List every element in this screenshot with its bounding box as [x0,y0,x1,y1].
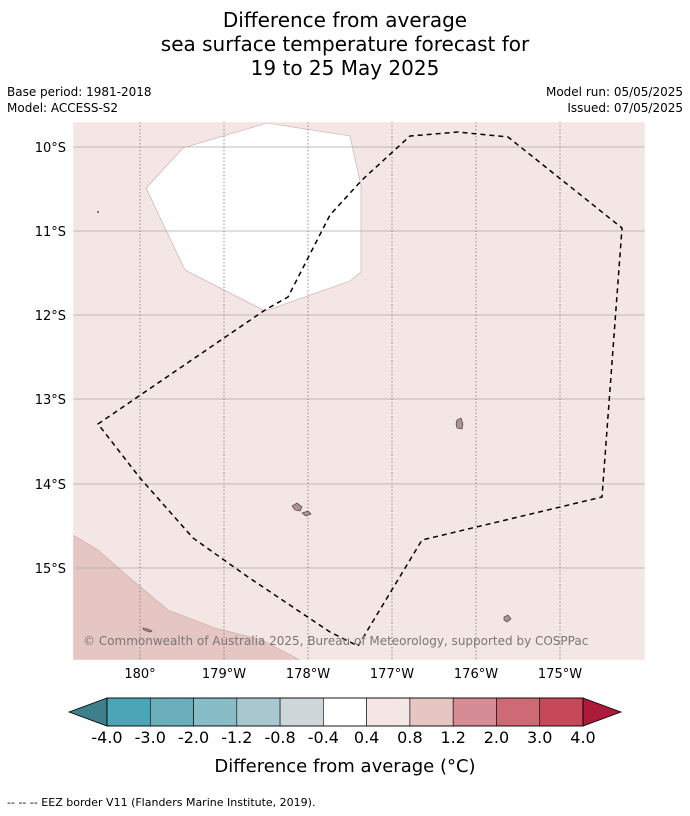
colorbar-segment [279,697,324,727]
lon-label: 175°W [538,667,582,682]
copyright-text: © Commonwealth of Australia 2025, Bureau… [83,634,588,648]
lat-label: 11°S [35,225,66,240]
eez-footnote: -- -- -- EEZ border V11 (Flanders Marine… [7,796,316,809]
island-2 [291,502,303,512]
title-line-1: Difference from average [222,8,468,32]
colorbar-segment [323,697,367,727]
lon-label: 178°W [286,667,330,682]
islands [97,211,512,633]
colorbar-tick-label: 0.8 [397,728,422,747]
lat-label: 10°S [35,141,66,156]
island-4 [503,614,512,623]
neutral-anomaly-region [145,122,362,312]
model-run-label: Model run: 05/05/2025 [545,85,683,99]
meta-left: Base period: 1981-2018 Model: ACCESS-S2 [7,84,152,116]
map-frame [72,121,646,661]
latitude-labels: 10°S 11°S 12°S 13°S 14°S 15°S [35,141,66,577]
lon-label: 177°W [370,667,414,682]
issued-label: Issued: 07/05/2025 [567,101,683,115]
island-3 [301,510,312,517]
lon-label: 179°W [202,667,246,682]
colorbar-under-arrow [67,697,108,727]
colorbar-tick-labels: -4.0 -3.0 -2.0 -1.2 -0.8 -0.4 0.4 0.8 1.2 2.0 3.0 4… [91,728,595,747]
title-line-2: sea surface temperature forecast for [160,32,530,56]
colorbar-tick-label: -0.4 [308,728,339,747]
eez-border [96,131,623,647]
colorbar-title: Difference from average (°C) [214,756,475,777]
lat-label: 14°S [35,478,66,493]
chart-title: Difference from average sea surface temp… [0,8,690,80]
colorbar-tick-label: -3.0 [135,728,166,747]
colorbar-segment [366,697,411,727]
colorbar-segment [409,697,454,727]
colorbar-frame [106,697,584,727]
longitude-labels: 180° 179°W 178°W 177°W 176°W 175°W [124,667,582,682]
island-1 [455,417,464,430]
colorbar-segment [496,697,541,727]
colorbar-tick-label: 3.0 [527,728,552,747]
colorbar-segment [452,697,497,727]
island-6 [97,211,99,213]
colorbar-segment [236,697,281,727]
colorbar-segment [193,697,238,727]
colorbar-tick-label: 4.0 [570,728,595,747]
warm-anomaly-region [73,534,301,660]
colorbar-tick-label: 2.0 [484,728,509,747]
base-period-label: Base period: 1981-2018 [7,85,152,99]
model-label: Model: ACCESS-S2 [7,101,119,115]
map-area: © Commonwealth of Australia 2025, Bureau… [73,122,645,660]
lat-label: 13°S [35,393,66,408]
lat-label: 12°S [35,309,66,324]
colorbar-tick-label: -1.2 [221,728,252,747]
colorbar-over-arrow [582,697,623,727]
colorbar-tick-label: -0.8 [264,728,295,747]
colorbar-segment [539,697,584,727]
colorbar-segment [149,697,194,727]
colorbar-tick-label: -2.0 [178,728,209,747]
title-line-3: 19 to 25 May 2025 [250,56,440,80]
gridlines [73,122,645,660]
island-5 [142,627,153,633]
lon-label: 180° [124,667,155,682]
colorbar-tick-label: 1.2 [440,728,465,747]
colorbar: -4.0 -3.0 -2.0 -1.2 -0.8 -0.4 0.4 0.8 1.2 2.0 3.0 4… [67,697,623,777]
colorbar-segments [106,697,584,727]
colorbar-segment [106,697,151,727]
meta-right: Model run: 05/05/2025 Issued: 07/05/2025 [546,84,683,116]
colorbar-tick-label: -4.0 [91,728,122,747]
colorbar-tick-label: 0.4 [354,728,379,747]
lat-label: 15°S [35,562,66,577]
lon-label: 176°W [454,667,498,682]
